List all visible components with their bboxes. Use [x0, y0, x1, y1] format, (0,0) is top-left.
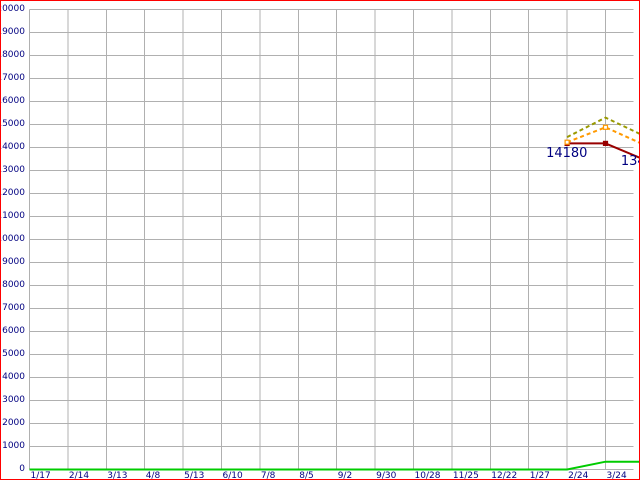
grid-lines	[29, 9, 634, 470]
series-line-olive-dashed	[566, 116, 639, 138]
series-dark-red-solid	[564, 140, 639, 159]
data-series-layer	[29, 116, 639, 471]
series-green-baseline	[29, 460, 639, 471]
data-point-marker	[564, 139, 570, 145]
series-line-green-baseline	[29, 460, 639, 471]
series-orange-dashed	[564, 124, 639, 145]
data-point-marker	[602, 140, 609, 146]
data-point-marker	[602, 124, 609, 130]
series-olive-dashed	[566, 116, 639, 138]
